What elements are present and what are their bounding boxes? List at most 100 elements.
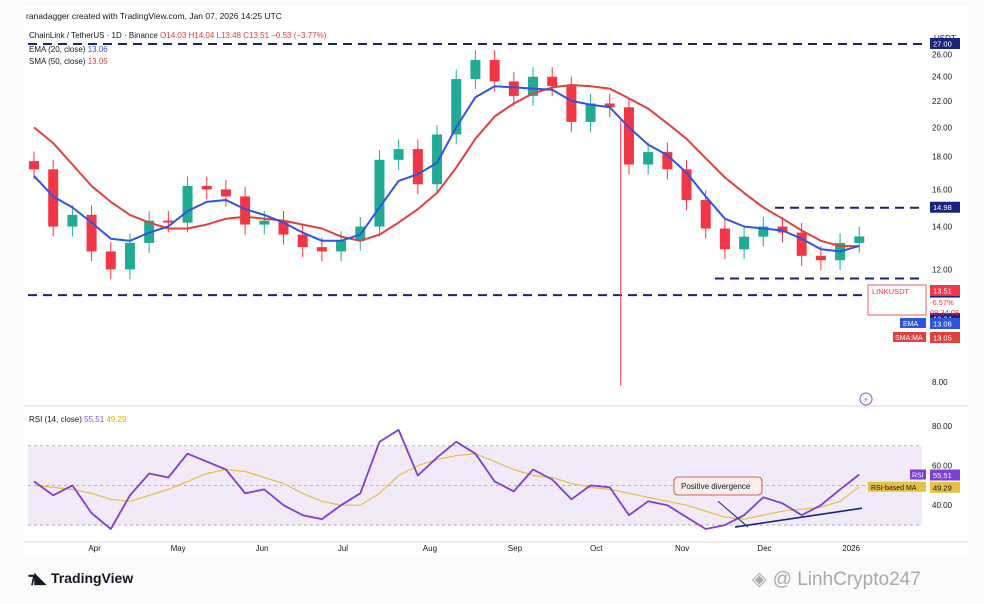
- rsi-axis-tick: 40.00: [932, 501, 953, 510]
- change-tag: -6.57%: [930, 298, 954, 307]
- sma-value-tag-bg: [930, 332, 960, 343]
- ema-value-tag: 13.06: [933, 320, 952, 329]
- time-axis-tick: Jun: [256, 544, 269, 553]
- rsi-tag-bg: [910, 469, 926, 480]
- rsi-legend-value: 55.51: [84, 415, 105, 424]
- candle-body: [124, 242, 135, 270]
- rsi-axis-tick: 80.00: [932, 422, 953, 431]
- candle-body: [29, 161, 39, 170]
- level-27-tag: 27.00: [933, 39, 952, 48]
- watermark: ◈ @ LinhCrypto247: [752, 568, 921, 591]
- sma-legend-label: SMA (50, close): [29, 57, 86, 66]
- candle-body: [854, 236, 865, 243]
- candle-body: [201, 185, 212, 190]
- price-axis-tick: 18.00: [932, 153, 953, 162]
- candle-body: [182, 185, 193, 223]
- time-axis-tick: Nov: [675, 544, 689, 553]
- price-axis-tick: 12.00: [932, 265, 953, 274]
- sma-tag-bg: [893, 332, 926, 342]
- created-by-line: ranadagger created with TradingView.com,…: [26, 11, 282, 21]
- rsi-legend-label: RSI (14, close): [29, 415, 82, 424]
- level-27-tag-bg: [930, 37, 960, 49]
- candle-body: [815, 255, 826, 261]
- sma-legend[interactable]: SMA (50, close) 13.05: [29, 57, 108, 66]
- watermark-text: @ LinhCrypto247: [772, 568, 921, 590]
- diamond-logo-icon: ◈: [752, 569, 767, 590]
- lightning-icon: [859, 392, 873, 406]
- candle-body: [566, 86, 577, 122]
- level-1498-tag-bg: [930, 201, 960, 213]
- rsi-ma-legend-value: 49.29: [106, 415, 127, 424]
- rsi-value-tag: 55.51: [933, 471, 952, 480]
- rsi-ma-line: [33, 453, 860, 520]
- symbol-legend[interactable]: ChainLink / TetherUS · 1D · Binance O14.…: [29, 31, 326, 40]
- candle-body: [508, 81, 519, 96]
- candle-body: [623, 107, 634, 165]
- rsi-axis-tick: 60.00: [932, 462, 953, 471]
- rsi-ma-tag-bg: [868, 481, 926, 492]
- price-tag-bg: [930, 285, 960, 296]
- rsi-ma-value-tag-bg: [930, 481, 960, 493]
- candle-body: [220, 189, 231, 197]
- tradingview-logo[interactable]: ⁊◣ TradingView: [28, 569, 133, 587]
- ema-legend-value: 13.06: [87, 45, 108, 54]
- ohlc-values: O14.03 H14.04 L13.48 C13.51 −0.53 (−3.77…: [160, 31, 327, 40]
- symbol-tag: LINKUSDT: [872, 287, 910, 296]
- candle-body: [259, 220, 270, 225]
- candle-body: [739, 236, 750, 250]
- sma-value-tag: 13.05: [933, 334, 952, 343]
- candle-body: [240, 196, 251, 225]
- time-axis-tick: Jul: [338, 544, 348, 553]
- candle-body: [470, 59, 481, 80]
- candle-body: [451, 79, 462, 135]
- price-axis-tick: 16.00: [932, 185, 953, 194]
- brand-text: TradingView: [51, 570, 134, 586]
- candle-body: [585, 103, 596, 122]
- price-axis-tick: 24.00: [932, 73, 953, 82]
- candle-body: [432, 134, 443, 185]
- ema-20-line: [33, 85, 860, 253]
- symbol-label: ChainLink / TetherUS · 1D · Binance: [29, 31, 158, 40]
- price-tag: 13.51: [933, 287, 952, 296]
- candle-body: [700, 200, 711, 229]
- price-axis-tick: 14.00: [932, 223, 953, 232]
- candle-body: [412, 149, 423, 185]
- price-axis-tick: 22.00: [932, 97, 953, 106]
- candle-body: [719, 228, 730, 250]
- sma-tag: SMA:MA: [895, 335, 923, 342]
- ema-tag: EMA: [903, 321, 919, 328]
- candle-body: [67, 214, 78, 227]
- rsi-ma-tag: RSI-based MA: [871, 485, 917, 492]
- candle-body: [163, 220, 174, 223]
- time-axis-tick: May: [171, 544, 186, 553]
- time-axis-tick: Aug: [423, 544, 437, 553]
- time-axis-tick: Sep: [508, 544, 523, 553]
- rsi-legend[interactable]: RSI (14, close) 55.51 49.29: [29, 415, 126, 424]
- candle-body: [316, 247, 327, 252]
- divergence-callout-text: Positive divergence: [681, 482, 751, 491]
- time-axis-tick: 2026: [842, 544, 860, 553]
- price-axis-tick: 20.00: [932, 123, 953, 132]
- candle-body: [643, 152, 654, 165]
- rsi-line: [33, 428, 860, 530]
- divergence-callout-box: [673, 476, 763, 496]
- candle-body: [489, 59, 500, 82]
- tv-logo-icon: ⁊◣: [28, 570, 46, 587]
- sma-legend-value: 13.05: [87, 57, 108, 66]
- rsi-ma-value-tag: 49.29: [933, 483, 952, 492]
- price-box: [867, 284, 927, 316]
- time-axis-tick: Dec: [757, 544, 771, 553]
- candle-body: [662, 152, 673, 170]
- ema-legend[interactable]: EMA (20, close) 13.06: [29, 45, 108, 54]
- candle-body: [86, 214, 97, 252]
- time-axis-tick: Oct: [590, 544, 603, 553]
- rsi-value-tag-bg: [930, 469, 960, 481]
- candle-body: [105, 251, 116, 270]
- candle-body: [48, 169, 59, 227]
- ema-legend-label: EMA (20, close): [29, 45, 86, 54]
- price-axis-tick: 26.00: [932, 50, 953, 59]
- candle-body: [796, 232, 807, 256]
- candle-body: [547, 76, 558, 87]
